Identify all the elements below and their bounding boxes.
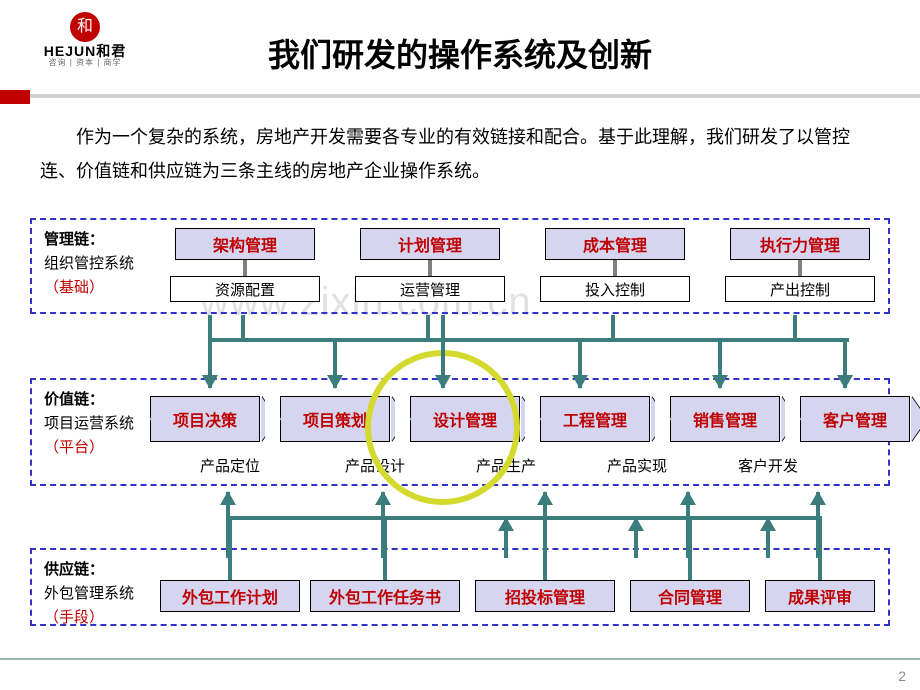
- page-number: 2: [898, 668, 906, 684]
- flow-bar: [228, 516, 822, 520]
- mgmt-box: 成本管理: [545, 228, 685, 260]
- flow-arrow: [441, 315, 445, 388]
- mgmt-sub-box: 资源配置: [170, 276, 320, 302]
- flow-arrow: [208, 315, 212, 388]
- value-sub-label: 客户开发: [738, 455, 798, 476]
- flow-arrow: [504, 518, 508, 558]
- mgmt-box: 架构管理: [175, 228, 315, 260]
- chevron-box: 销售管理: [670, 396, 780, 442]
- supply-box: 合同管理: [630, 580, 750, 612]
- flow-stub: [228, 516, 232, 580]
- value-sub-label: 产品实现: [607, 455, 667, 476]
- mgmt-box: 执行力管理: [730, 228, 870, 260]
- chevron-box: 客户管理: [800, 396, 910, 442]
- flow-arrow: [578, 340, 582, 388]
- flow-stub: [793, 315, 797, 338]
- section-supply-chain: 供应链： 外包管理系统 （手段）: [30, 548, 890, 626]
- page-title: 我们研发的操作系统及创新: [0, 30, 920, 76]
- flow-stub: [543, 516, 547, 580]
- flow-stub: [241, 315, 245, 338]
- mgmt-box: 计划管理: [360, 228, 500, 260]
- chevron-box: 工程管理: [540, 396, 650, 442]
- flow-stub: [611, 315, 615, 338]
- footer-rule: [0, 658, 920, 660]
- supply-box: 外包工作计划: [160, 580, 300, 612]
- mgmt-sub-box: 产出控制: [725, 276, 875, 302]
- value-sub-label: 产品定位: [200, 455, 260, 476]
- flow-arrow: [843, 340, 847, 388]
- flow-arrow: [333, 340, 337, 388]
- supply-box: 招投标管理: [475, 580, 615, 612]
- flow-stub: [818, 516, 822, 580]
- supply-box: 成果评审: [765, 580, 875, 612]
- mgmt-sub-box: 运营管理: [355, 276, 505, 302]
- supply-box: 外包工作任务书: [310, 580, 460, 612]
- flow-arrow: [766, 518, 770, 558]
- flow-stub: [383, 516, 387, 580]
- header-rule: [30, 94, 920, 98]
- flow-arrow: [718, 340, 722, 388]
- flow-stub: [426, 315, 430, 338]
- section3-label: 供应链： 外包管理系统 （手段）: [44, 558, 154, 630]
- accent-bar: [0, 90, 30, 104]
- section1-label: 管理链： 组织管控系统 （基础）: [44, 228, 154, 300]
- intro-text: 作为一个复杂的系统，房地产开发需要各专业的有效链接和配合。基于此理解，我们研发了…: [40, 120, 880, 188]
- flow-arrow: [634, 518, 638, 558]
- chevron-box: 项目决策: [150, 396, 260, 442]
- mgmt-sub-box: 投入控制: [540, 276, 690, 302]
- flow-bar: [210, 338, 849, 342]
- flow-stub: [688, 516, 692, 580]
